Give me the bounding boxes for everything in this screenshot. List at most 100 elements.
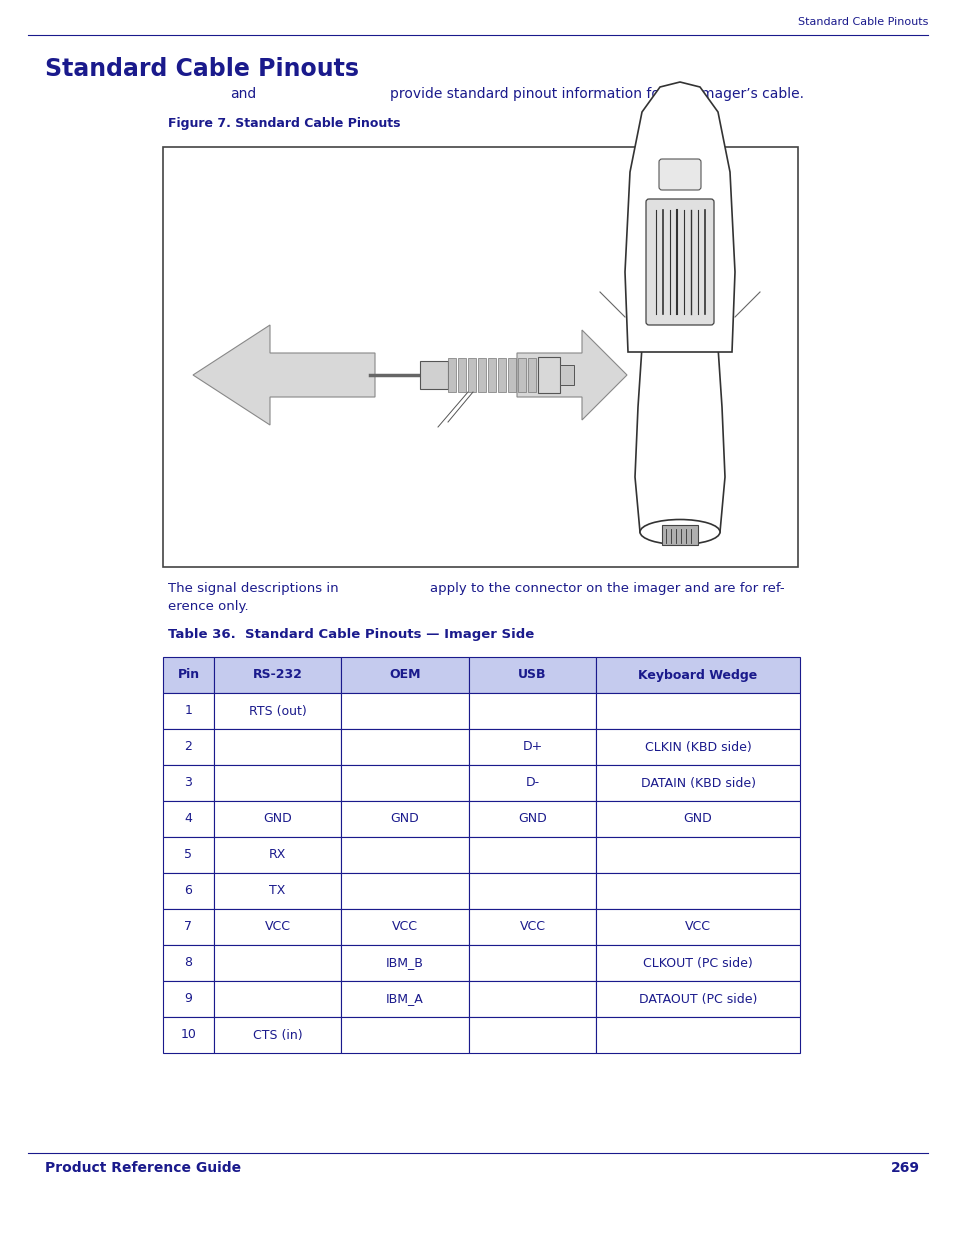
FancyBboxPatch shape: [645, 199, 713, 325]
Bar: [468, 657, 596, 693]
Bar: [468, 764, 596, 802]
Bar: [457, 358, 465, 391]
Text: GND: GND: [263, 813, 292, 825]
Text: IBM_A: IBM_A: [386, 993, 423, 1005]
Text: IBM_B: IBM_B: [386, 956, 423, 969]
Text: RS-232: RS-232: [253, 668, 302, 682]
Bar: [213, 837, 341, 873]
Text: RTS (out): RTS (out): [249, 704, 306, 718]
Bar: [341, 729, 468, 764]
Bar: [517, 358, 525, 391]
Bar: [488, 358, 496, 391]
Text: GND: GND: [391, 813, 419, 825]
Text: 2: 2: [184, 741, 193, 753]
Bar: [477, 358, 485, 391]
Bar: [468, 909, 596, 945]
Text: GND: GND: [683, 813, 712, 825]
Bar: [163, 802, 213, 837]
Polygon shape: [635, 347, 724, 532]
Text: RX: RX: [269, 848, 286, 862]
Text: 1: 1: [184, 704, 193, 718]
Text: Keyboard Wedge: Keyboard Wedge: [638, 668, 757, 682]
Text: D+: D+: [522, 741, 542, 753]
Text: provide standard pinout information for the imager’s cable.: provide standard pinout information for …: [390, 86, 803, 101]
Text: 4: 4: [184, 813, 193, 825]
Bar: [596, 837, 800, 873]
Bar: [341, 693, 468, 729]
Bar: [468, 837, 596, 873]
Bar: [163, 1016, 213, 1053]
Text: Standard Cable Pinouts: Standard Cable Pinouts: [45, 57, 358, 82]
Bar: [468, 358, 476, 391]
Bar: [213, 873, 341, 909]
Text: GND: GND: [517, 813, 546, 825]
Bar: [596, 981, 800, 1016]
Bar: [596, 729, 800, 764]
Bar: [419, 361, 448, 389]
Bar: [468, 693, 596, 729]
Bar: [527, 358, 536, 391]
Bar: [596, 802, 800, 837]
Text: Table 36.  Standard Cable Pinouts — Imager Side: Table 36. Standard Cable Pinouts — Image…: [168, 629, 534, 641]
Bar: [213, 764, 341, 802]
Bar: [213, 657, 341, 693]
Bar: [468, 802, 596, 837]
Text: DATAOUT (PC side): DATAOUT (PC side): [639, 993, 757, 1005]
Bar: [341, 981, 468, 1016]
Text: DATAIN (KBD side): DATAIN (KBD side): [639, 777, 755, 789]
Bar: [507, 358, 516, 391]
Bar: [468, 1016, 596, 1053]
Bar: [213, 729, 341, 764]
Ellipse shape: [639, 520, 720, 545]
Bar: [213, 1016, 341, 1053]
Text: 6: 6: [184, 884, 193, 898]
Bar: [163, 729, 213, 764]
Text: VCC: VCC: [684, 920, 710, 934]
Text: 9: 9: [184, 993, 193, 1005]
Bar: [213, 945, 341, 981]
Bar: [341, 802, 468, 837]
Text: CLKOUT (PC side): CLKOUT (PC side): [642, 956, 752, 969]
Text: Product Reference Guide: Product Reference Guide: [45, 1161, 241, 1174]
Text: USB: USB: [517, 668, 546, 682]
Bar: [163, 981, 213, 1016]
Bar: [468, 873, 596, 909]
Bar: [341, 909, 468, 945]
Bar: [497, 358, 505, 391]
Bar: [163, 873, 213, 909]
Bar: [163, 837, 213, 873]
Text: Pin: Pin: [177, 668, 199, 682]
Bar: [213, 802, 341, 837]
Bar: [163, 657, 213, 693]
Text: OEM: OEM: [389, 668, 420, 682]
Text: and: and: [230, 86, 256, 101]
Bar: [559, 366, 574, 385]
Bar: [596, 909, 800, 945]
Bar: [163, 693, 213, 729]
Bar: [596, 945, 800, 981]
Bar: [596, 764, 800, 802]
Bar: [468, 729, 596, 764]
Bar: [596, 657, 800, 693]
Bar: [163, 945, 213, 981]
Bar: [341, 764, 468, 802]
Text: The signal descriptions in: The signal descriptions in: [168, 582, 338, 595]
Text: VCC: VCC: [519, 920, 545, 934]
Text: CLKIN (KBD side): CLKIN (KBD side): [644, 741, 751, 753]
Bar: [661, 525, 698, 545]
Polygon shape: [193, 325, 375, 425]
Bar: [163, 909, 213, 945]
Bar: [341, 873, 468, 909]
Bar: [537, 357, 559, 393]
Text: Figure 7. Standard Cable Pinouts: Figure 7. Standard Cable Pinouts: [168, 117, 400, 130]
Bar: [163, 764, 213, 802]
Text: CTS (in): CTS (in): [253, 1029, 302, 1041]
Text: VCC: VCC: [392, 920, 417, 934]
Bar: [341, 945, 468, 981]
Bar: [596, 873, 800, 909]
Polygon shape: [517, 330, 626, 420]
Text: apply to the connector on the imager and are for ref-: apply to the connector on the imager and…: [430, 582, 783, 595]
Bar: [468, 981, 596, 1016]
Text: 7: 7: [184, 920, 193, 934]
Bar: [448, 358, 456, 391]
